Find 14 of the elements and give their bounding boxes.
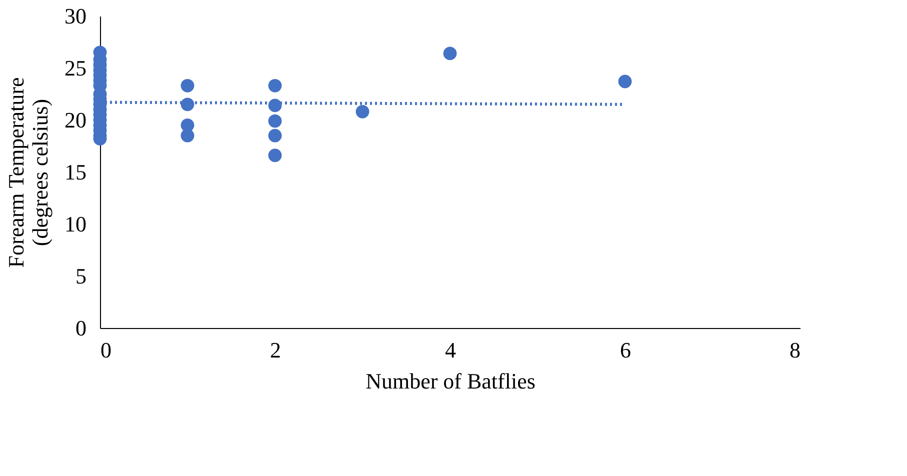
y-tick-label: 20	[64, 108, 86, 132]
y-tick-label: 0	[76, 316, 86, 340]
x-tick-label: 8	[790, 338, 800, 362]
x-tick-label: 0	[100, 338, 112, 362]
y-tick-label: 25	[64, 56, 86, 80]
y-tick-label: 30	[64, 4, 86, 28]
y-axis-title: Forearm Temperature (degrees celsius)	[4, 77, 52, 268]
x-tick-label: 6	[620, 338, 631, 362]
x-tick-label: 2	[270, 338, 281, 362]
y-tick-label: 5	[76, 264, 86, 288]
x-axis-title: Number of Batflies	[366, 368, 536, 394]
y-tick-label: 15	[64, 160, 86, 184]
y-tick-label: 10	[64, 212, 86, 236]
x-tick-label: 4	[445, 338, 456, 362]
